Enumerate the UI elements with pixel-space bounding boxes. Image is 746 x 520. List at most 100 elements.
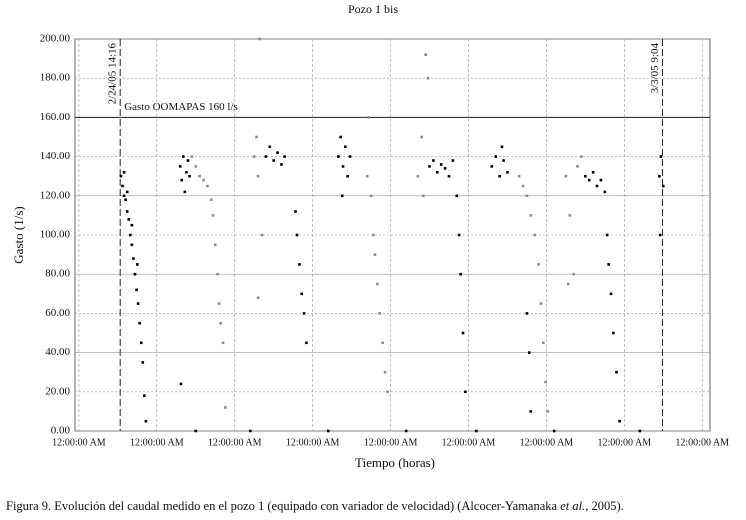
data-point [381,341,385,345]
data-point [494,155,498,158]
data-point [202,178,205,182]
data-point [216,272,219,276]
data-point [206,184,209,188]
caption-part: Figura 9. Evolución del caudal medido en… [6,499,560,513]
data-point [365,174,369,178]
data-point [138,321,141,325]
y-tick-label: 200.00 [40,33,71,45]
data-point [615,370,618,374]
data-point [521,184,525,188]
data-point [457,233,461,237]
data-point [464,390,467,394]
data-point [373,253,377,256]
data-point [659,155,663,158]
data-point [552,429,556,433]
data-point [125,190,129,194]
data-point [455,194,459,198]
data-point [130,223,134,227]
y-tick-label: 20.00 [45,385,70,397]
data-point [276,151,279,154]
data-point [249,429,252,433]
data-point [533,233,536,237]
data-point [255,135,258,139]
data-point [376,282,379,286]
caption-part: et al. [560,499,585,513]
data-point [256,296,260,300]
data-point [566,282,570,286]
data-point [537,263,540,266]
x-tick-label: 12:00:00 AM [286,437,340,448]
data-point [529,410,533,413]
data-point [416,174,420,178]
data-point [141,361,145,364]
data-point [609,292,613,296]
data-point [527,351,531,354]
data-point [217,302,221,305]
data-point [178,165,182,168]
data-point [122,194,126,198]
data-point [498,174,501,178]
data-point [420,135,424,139]
data-point [344,145,347,149]
data-point [136,263,139,266]
data-point [451,159,455,162]
data-point [661,184,665,188]
data-point [268,145,272,149]
data-point [182,155,185,158]
y-tick-label: 140.00 [40,150,71,162]
data-point [544,380,547,384]
data-point [605,233,609,237]
data-point [294,210,297,213]
data-point [326,429,330,433]
data-point [122,170,126,174]
data-point [576,165,579,168]
x-tick-label: 12:00:00 AM [208,437,262,448]
data-point [404,429,408,433]
data-point [125,210,129,213]
data-point [179,382,183,386]
data-point [502,159,505,162]
data-point [500,145,504,149]
data-point [130,243,134,247]
data-point [599,178,603,182]
x-tick-label: 12:00:00 AM [597,437,651,448]
data-point [443,167,447,170]
data-point [132,257,135,260]
data-point [136,302,140,305]
data-point [564,174,568,178]
data-point [612,331,615,335]
data-point [658,174,661,178]
data-point [607,263,611,266]
data-point [378,312,381,315]
data-point [210,198,213,202]
y-tick-label: 0.00 [51,425,71,437]
data-point [339,135,342,139]
data-point [428,165,431,168]
data-point [539,302,543,305]
data-point [272,159,275,162]
y-tick-label: 160.00 [40,111,71,123]
data-point [144,419,148,423]
data-point [517,174,521,178]
data-point [258,37,261,41]
data-point [595,184,599,188]
data-point [587,178,591,182]
data-point [424,53,427,56]
y-axis-title: Gasto (1/s) [11,206,26,263]
data-point [133,272,137,276]
x-tick-label: 12:00:00 AM [52,437,106,448]
data-point [367,116,371,119]
data-point [474,429,478,433]
caption-part: , 2005). [585,499,624,513]
data-point [421,194,425,198]
data-point [426,76,430,80]
x-tick-label: 12:00:00 AM [520,437,574,448]
data-point [194,429,198,433]
caption: Figura 9. Evolución del caudal medido en… [6,499,624,513]
y-tick-label: 120.00 [40,189,71,201]
y-tick-label: 60.00 [45,307,70,319]
data-point [658,233,662,237]
data-point [506,170,509,174]
data-point [127,218,131,221]
data-point [256,174,260,178]
